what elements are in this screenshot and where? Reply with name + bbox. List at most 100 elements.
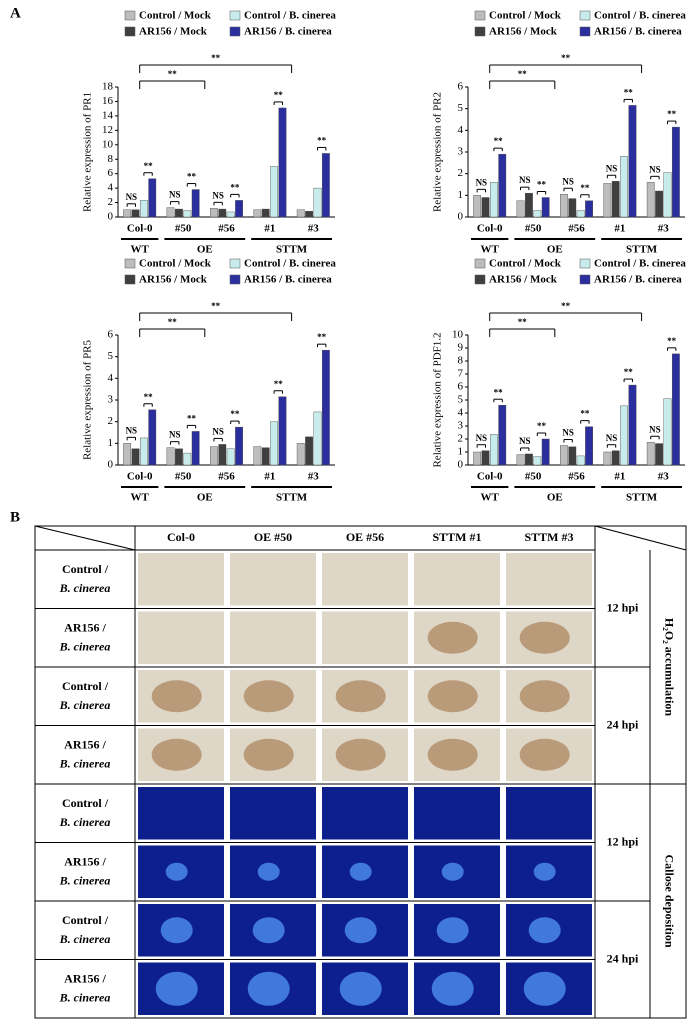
sig-label: NS bbox=[212, 190, 224, 200]
bar bbox=[490, 182, 498, 218]
y-tick-label: 2 bbox=[108, 196, 114, 208]
legend-label: Control / Mock bbox=[489, 258, 562, 270]
bar bbox=[663, 398, 672, 466]
bar bbox=[568, 198, 577, 218]
group-label: STTM bbox=[276, 244, 308, 256]
x-tick-label: #50 bbox=[175, 471, 192, 483]
bar bbox=[210, 446, 218, 466]
y-tick-label: 2 bbox=[108, 415, 114, 427]
micrograph bbox=[322, 553, 408, 606]
row-label: Control / bbox=[62, 562, 109, 576]
legend-swatch bbox=[579, 274, 591, 285]
micrograph-stain bbox=[523, 971, 566, 1006]
row-label: B. cinerea bbox=[59, 991, 111, 1005]
column-header: STTM #3 bbox=[524, 530, 573, 544]
bar bbox=[516, 454, 525, 466]
column-header: STTM #1 bbox=[432, 530, 481, 544]
sig-label: ** bbox=[274, 90, 284, 100]
bar bbox=[321, 153, 330, 218]
sig-label: ** bbox=[230, 182, 240, 192]
micrograph bbox=[138, 787, 224, 840]
column-header: OE #56 bbox=[346, 530, 384, 544]
micrograph-stain bbox=[519, 621, 570, 654]
bar bbox=[533, 210, 542, 218]
micrograph-stain bbox=[165, 862, 188, 881]
y-axis-label: Relative expression of PR2 bbox=[432, 92, 444, 212]
compare-label: ** bbox=[168, 69, 178, 79]
bar bbox=[305, 211, 313, 218]
bar bbox=[525, 192, 533, 218]
row-label: B. cinerea bbox=[59, 698, 111, 712]
y-tick-label: 9 bbox=[458, 342, 464, 354]
legend-swatch bbox=[474, 26, 486, 37]
micrograph bbox=[138, 553, 224, 606]
group-label: WT bbox=[131, 492, 150, 504]
sig-label: NS bbox=[649, 424, 661, 434]
bar bbox=[560, 194, 568, 218]
group-label: WT bbox=[131, 244, 150, 256]
x-tick-label: #56 bbox=[218, 471, 235, 483]
bar bbox=[261, 447, 270, 466]
assay-label: H₂O₂ accumulation bbox=[662, 618, 676, 717]
micrograph bbox=[230, 553, 316, 606]
sig-label: ** bbox=[624, 367, 634, 377]
micrograph-stain bbox=[427, 680, 478, 713]
micrograph-stain bbox=[519, 680, 570, 713]
x-tick-label: #3 bbox=[658, 471, 670, 483]
x-tick-label: Col-0 bbox=[127, 471, 153, 483]
bar bbox=[218, 208, 227, 218]
bar bbox=[313, 411, 322, 466]
sig-label: NS bbox=[169, 430, 181, 440]
y-tick-label: 5 bbox=[458, 102, 464, 114]
sig-label: NS bbox=[606, 433, 618, 443]
micrograph bbox=[414, 553, 500, 606]
sig-label: ** bbox=[494, 136, 504, 146]
row-label: Control / bbox=[62, 796, 109, 810]
sig-label: ** bbox=[187, 172, 197, 182]
y-axis-label: Relative expression of PDF1.2 bbox=[432, 332, 444, 467]
bar bbox=[218, 444, 227, 466]
sig-label: ** bbox=[580, 409, 590, 419]
bar bbox=[235, 200, 243, 218]
bar bbox=[541, 197, 550, 218]
bar bbox=[321, 349, 330, 466]
sig-label: NS bbox=[519, 175, 531, 185]
compare-label: ** bbox=[168, 317, 178, 327]
x-tick-label: #56 bbox=[568, 223, 585, 235]
bar bbox=[261, 208, 270, 218]
compare-label: ** bbox=[561, 53, 571, 63]
bar bbox=[541, 438, 550, 466]
y-tick-label: 1 bbox=[458, 189, 464, 201]
assay-label: Callose deposition bbox=[662, 854, 676, 947]
bar bbox=[663, 172, 672, 218]
sig-label: NS bbox=[476, 433, 488, 443]
bar bbox=[253, 446, 262, 466]
legend-swatch bbox=[229, 274, 241, 285]
y-tick-label: 4 bbox=[108, 182, 114, 194]
micrograph-stain bbox=[155, 971, 198, 1006]
bar bbox=[671, 126, 680, 218]
y-tick-label: 4 bbox=[108, 372, 114, 384]
bar bbox=[620, 156, 628, 218]
compare-label: ** bbox=[211, 301, 221, 311]
micrograph-stain bbox=[257, 862, 280, 881]
x-tick-label: #50 bbox=[525, 471, 542, 483]
micrograph bbox=[230, 611, 316, 664]
bar bbox=[226, 448, 235, 466]
micrograph bbox=[138, 611, 224, 664]
legend-swatch bbox=[579, 10, 591, 21]
row-label: B. cinerea bbox=[59, 640, 111, 654]
row-label: B. cinerea bbox=[59, 874, 111, 888]
micrograph-stain bbox=[427, 621, 478, 654]
table-frame bbox=[34, 525, 687, 1019]
legend-swatch bbox=[229, 26, 241, 37]
legend-label: AR156 / B. cinerea bbox=[594, 274, 682, 286]
sig-label: ** bbox=[144, 161, 154, 171]
legend-swatch bbox=[124, 258, 136, 269]
x-tick-label: #50 bbox=[175, 223, 192, 235]
group-label: OE bbox=[547, 244, 563, 256]
bar bbox=[183, 210, 192, 218]
micrograph bbox=[322, 611, 408, 664]
group-label: OE bbox=[197, 492, 213, 504]
legend-swatch bbox=[579, 258, 591, 269]
